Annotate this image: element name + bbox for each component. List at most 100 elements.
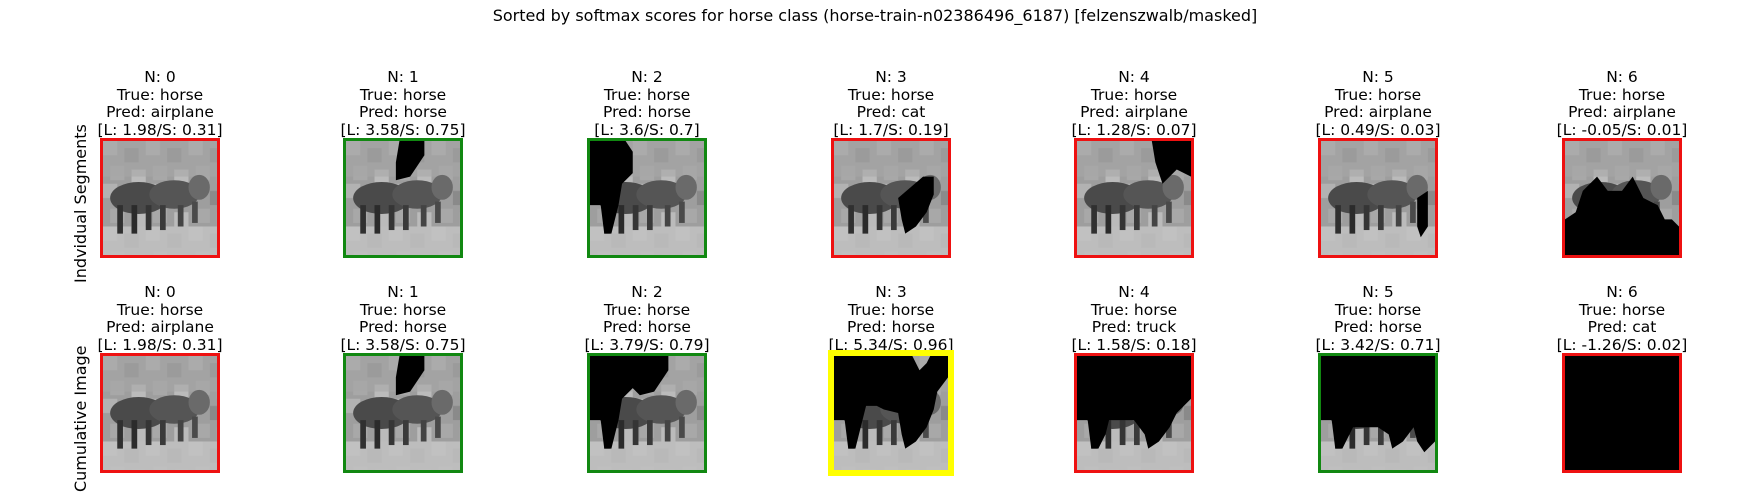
- thumbnail-incorrect: [1562, 138, 1682, 258]
- step-label: N: 1: [387, 68, 419, 86]
- step-label: N: 1: [387, 283, 419, 301]
- pred-label: Pred: horse: [359, 103, 447, 121]
- masked-image: [1565, 356, 1679, 470]
- mask-region: [395, 141, 425, 181]
- step-label: N: 4: [1118, 68, 1150, 86]
- pred-label: Pred: airplane: [106, 103, 214, 121]
- step-label: N: 0: [144, 283, 176, 301]
- mask-region: [1565, 356, 1679, 470]
- pred-label: Pred: airplane: [106, 318, 214, 336]
- thumbnail-incorrect: [1562, 353, 1682, 473]
- mask-region: [834, 356, 948, 449]
- thumbnail-correct: [587, 138, 707, 258]
- true-label: True: horse: [116, 300, 204, 319]
- step-label: N: 3: [875, 283, 907, 301]
- step-label: N: 6: [1606, 283, 1638, 301]
- mask-region: [1565, 176, 1679, 255]
- pred-label: Pred: horse: [359, 318, 447, 336]
- mask-region: [1151, 141, 1191, 184]
- score-label: [L: 0.49/S: 0.03]: [1315, 120, 1441, 139]
- step-label: N: 6: [1606, 68, 1638, 86]
- mask-region: [1321, 356, 1435, 453]
- score-label: [L: 1.58/S: 0.18]: [1071, 335, 1197, 354]
- thumbnail-incorrect: [1074, 138, 1194, 258]
- mask-region: [590, 141, 633, 234]
- true-label: True: horse: [359, 85, 447, 104]
- figure-title: Sorted by softmax scores for horse class…: [492, 6, 1258, 25]
- pred-label: Pred: truck: [1091, 318, 1177, 336]
- score-label: [L: 1.98/S: 0.31]: [97, 335, 223, 354]
- thumbnail-correct: [343, 353, 463, 473]
- pred-label: Pred: horse: [603, 103, 691, 121]
- thumbnail-incorrect: [1318, 138, 1438, 258]
- true-label: True: horse: [603, 85, 691, 104]
- score-label: [L: 1.28/S: 0.07]: [1071, 120, 1197, 139]
- score-label: [L: 3.6/S: 0.7]: [594, 120, 700, 139]
- masked-image: [1077, 356, 1191, 470]
- masked-image: [103, 141, 217, 255]
- thumbnail-best: [828, 350, 954, 476]
- mask-region: [1417, 190, 1428, 238]
- step-label: N: 3: [875, 68, 907, 86]
- masked-image: [346, 356, 460, 470]
- step-label: N: 2: [631, 68, 663, 86]
- true-label: True: horse: [116, 85, 204, 104]
- thumbnail-incorrect: [100, 353, 220, 473]
- score-label: [L: 3.79/S: 0.79]: [584, 335, 710, 354]
- mask-region: [898, 176, 934, 234]
- masked-image: [834, 141, 948, 255]
- true-label: True: horse: [1090, 300, 1178, 319]
- true-label: True: horse: [1334, 85, 1422, 104]
- masked-image: [590, 356, 704, 470]
- mask-region: [395, 356, 425, 396]
- step-label: N: 2: [631, 283, 663, 301]
- step-label: N: 0: [144, 68, 176, 86]
- pred-label: Pred: airplane: [1080, 103, 1188, 121]
- true-label: True: horse: [1334, 300, 1422, 319]
- masked-image: [1077, 141, 1191, 255]
- pred-label: Pred: airplane: [1324, 103, 1432, 121]
- score-label: [L: -1.26/S: 0.02]: [1556, 335, 1688, 354]
- masked-image: [834, 356, 948, 470]
- true-label: True: horse: [359, 300, 447, 319]
- mask-region: [590, 356, 669, 449]
- pred-label: Pred: cat: [856, 103, 926, 121]
- thumbnail-incorrect: [831, 138, 951, 258]
- thumbnail-correct: [587, 353, 707, 473]
- true-label: True: horse: [1090, 85, 1178, 104]
- step-label: N: 5: [1362, 283, 1394, 301]
- pred-label: Pred: airplane: [1568, 103, 1676, 121]
- step-label: N: 4: [1118, 283, 1150, 301]
- mask-region: [1077, 356, 1191, 449]
- pred-label: Pred: horse: [847, 318, 935, 336]
- score-label: [L: 3.58/S: 0.75]: [340, 335, 466, 354]
- thumbnail-correct: [1318, 353, 1438, 473]
- score-label: [L: 1.7/S: 0.19]: [833, 120, 949, 139]
- masked-image: [1321, 356, 1435, 470]
- masked-image: [103, 356, 217, 470]
- score-label: [L: 1.98/S: 0.31]: [97, 120, 223, 139]
- pred-label: Pred: horse: [603, 318, 691, 336]
- masked-image: [590, 141, 704, 255]
- true-label: True: horse: [847, 300, 935, 319]
- masked-image: [1565, 141, 1679, 255]
- score-label: [L: 5.34/S: 0.96]: [828, 335, 954, 354]
- true-label: True: horse: [1578, 300, 1666, 319]
- pred-label: Pred: cat: [1587, 318, 1657, 336]
- row-label-cumulative: Cumulative Image: [71, 345, 90, 492]
- pred-label: Pred: horse: [1334, 318, 1422, 336]
- true-label: True: horse: [1578, 85, 1666, 104]
- true-label: True: horse: [603, 300, 691, 319]
- step-label: N: 5: [1362, 68, 1394, 86]
- row-label-individual: Indvidual Segments: [71, 124, 90, 283]
- score-label: [L: -0.05/S: 0.01]: [1556, 120, 1688, 139]
- masked-image: [1321, 141, 1435, 255]
- thumbnail-correct: [343, 138, 463, 258]
- true-label: True: horse: [847, 85, 935, 104]
- thumbnail-incorrect: [1074, 353, 1194, 473]
- score-label: [L: 3.42/S: 0.71]: [1315, 335, 1441, 354]
- thumbnail-incorrect: [100, 138, 220, 258]
- score-label: [L: 3.58/S: 0.75]: [340, 120, 466, 139]
- masked-image: [346, 141, 460, 255]
